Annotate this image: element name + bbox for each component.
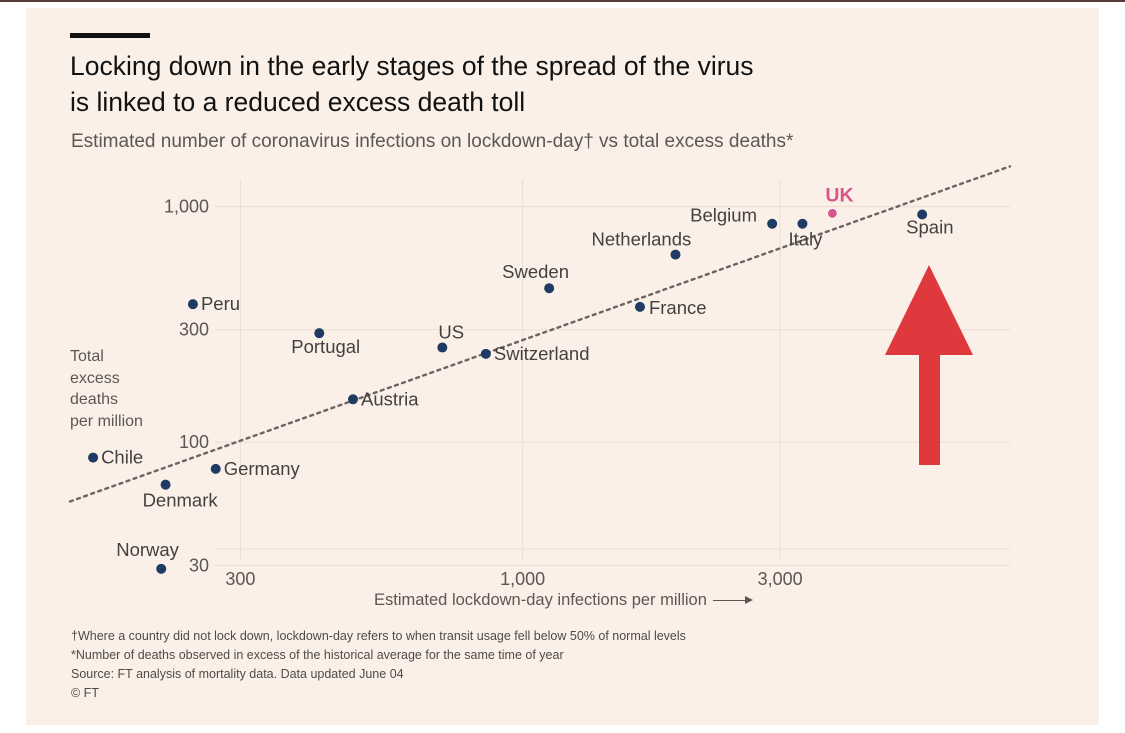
point-label-belgium: Belgium [690, 205, 757, 226]
point-netherlands [670, 249, 681, 260]
credit: © FT [71, 686, 99, 700]
point-germany [210, 463, 221, 474]
point-belgium [767, 218, 778, 229]
right-arrow-icon [712, 596, 753, 605]
point-label-peru: Peru [201, 293, 240, 314]
point-uk [826, 207, 838, 219]
point-label-austria: Austria [361, 388, 419, 409]
point-label-netherlands: Netherlands [592, 229, 692, 250]
point-denmark [160, 479, 171, 490]
y-tick-label: 100 [179, 432, 209, 452]
point-label-us: US [438, 322, 464, 343]
title-accent-bar [70, 33, 150, 38]
title-line: Locking down in the early stages of the … [70, 51, 754, 81]
annotation-arrow-icon [885, 265, 973, 465]
point-label-france: France [649, 297, 707, 318]
point-label-uk: UK [825, 184, 853, 206]
y-tick-label: 300 [179, 320, 209, 340]
y-axis-label-line: Total [70, 348, 104, 365]
point-spain [917, 209, 928, 220]
y-axis-label-line: per million [70, 412, 143, 430]
y-tick-label: 30 [189, 555, 209, 575]
point-france [634, 301, 645, 312]
point-chile [88, 452, 99, 463]
y-tick-label: 1,000 [164, 196, 209, 216]
y-axis-label-line: deaths [70, 391, 119, 408]
point-austria [348, 394, 359, 405]
x-tick-label: 3,000 [758, 569, 803, 589]
title-line: is linked to a reduced excess death toll [70, 87, 526, 117]
x-tick-label: 1,000 [500, 569, 545, 589]
point-label-denmark: Denmark [143, 490, 219, 511]
point-sweden [544, 283, 555, 294]
point-label-sweden: Sweden [502, 261, 569, 282]
point-portugal [314, 328, 325, 339]
x-axis-label-text: Estimated lockdown-day infections per mi… [374, 591, 707, 609]
point-us [437, 342, 448, 353]
point-switzerland [480, 348, 491, 359]
y-axis-label: Total excess deaths per million [70, 346, 160, 432]
footnotes: †Where a country did not lock down, lock… [71, 627, 686, 703]
point-norway [156, 563, 167, 574]
trendline [68, 165, 1012, 503]
chart-subtitle: Estimated number of coronavirus infectio… [71, 131, 794, 152]
point-label-norway: Norway [116, 539, 179, 560]
x-tick-label: 300 [225, 569, 255, 589]
chart-title: Locking down in the early stages of the … [70, 48, 870, 120]
footnote: Source: FT analysis of mortality data. D… [71, 667, 404, 681]
point-italy [797, 218, 808, 229]
point-label-germany: Germany [224, 458, 301, 479]
point-label-portugal: Portugal [291, 336, 360, 357]
point-label-switzerland: Switzerland [494, 343, 590, 364]
top-border [0, 0, 1125, 2]
point-label-chile: Chile [101, 447, 143, 468]
footnote: †Where a country did not lock down, lock… [71, 629, 686, 643]
y-axis-label-line: excess [70, 369, 120, 387]
x-axis-label: Estimated lockdown-day infections per mi… [374, 591, 753, 610]
point-label-spain: Spain [906, 216, 953, 237]
footnote: *Number of deaths observed in excess of … [71, 648, 564, 662]
point-label-italy: Italy [788, 229, 823, 250]
point-peru [187, 299, 198, 310]
